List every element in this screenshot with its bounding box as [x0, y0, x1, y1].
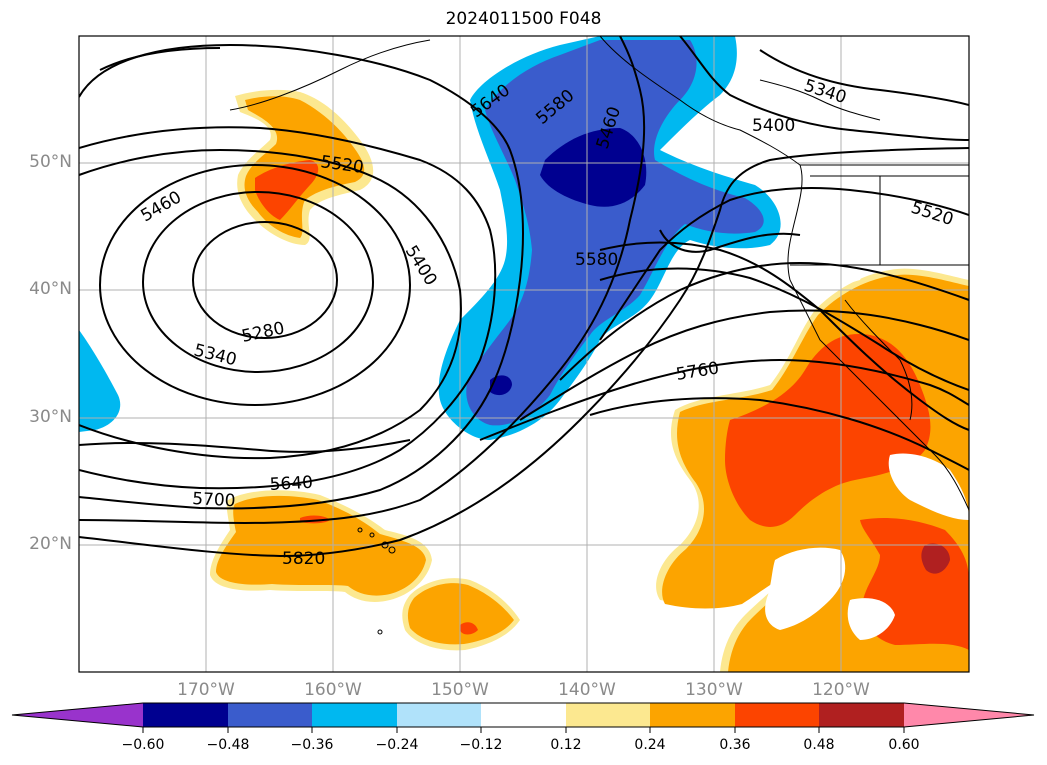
height-contours	[79, 36, 969, 558]
negative-region-outer-west	[79, 330, 121, 432]
colorbar-segment	[566, 703, 650, 727]
colorbar	[11, 702, 1035, 733]
colorbar-segment	[143, 703, 228, 727]
lat-label-30n: 30°N	[29, 407, 72, 427]
map-title: 2024011500 F048	[445, 9, 602, 29]
colorbar-tick-label: 0.24	[634, 737, 666, 753]
lat-label-20n: 20°N	[29, 534, 72, 554]
clear-region-east-1	[765, 547, 846, 630]
map-frame	[78, 35, 970, 673]
contour-label: 5820	[282, 549, 325, 569]
colorbar-segment	[735, 703, 819, 727]
colorbar-tick-label: −0.36	[290, 737, 334, 753]
lon-label-120w: 120°W	[812, 680, 870, 700]
colorbar-segment	[481, 703, 566, 727]
lon-label-150w: 150°W	[431, 680, 489, 700]
coastlines	[229, 36, 969, 635]
colorbar-tick-label: −0.48	[206, 737, 250, 753]
colorbar-tick-label: −0.12	[459, 737, 503, 753]
clear-region-east-2	[847, 598, 895, 640]
colorbar-segment	[228, 703, 312, 727]
colorbar-tick-label: −0.24	[375, 737, 419, 753]
contour-label: 5640	[269, 473, 313, 495]
positive-region-east-mid	[725, 334, 931, 527]
colorbar-segment	[819, 703, 904, 727]
positive-region-aleutian-core	[255, 160, 319, 220]
clear-region-east-3	[888, 453, 969, 520]
contour-label: 5580	[575, 250, 618, 270]
colorbar-segment	[650, 703, 735, 727]
colorbar-extend-low	[12, 703, 143, 727]
colorbar-tick-label: 0.60	[888, 737, 920, 753]
lat-label-50n: 50°N	[29, 152, 72, 172]
lon-label-160w: 160°W	[304, 680, 362, 700]
lat-label-40n: 40°N	[29, 279, 72, 299]
colorbar-tick-label: 0.36	[719, 737, 751, 753]
colorbar-tick-label: 0.12	[550, 737, 582, 753]
positive-region-south-core	[460, 622, 478, 635]
lon-label-130w: 130°W	[685, 680, 743, 700]
negative-region-mid	[466, 40, 764, 426]
colorbar-tick-label: −0.60	[121, 737, 165, 753]
positive-region-south-inner	[407, 583, 514, 645]
contour-label: 5700	[192, 489, 236, 511]
colorbar-segment	[312, 703, 397, 727]
lon-label-140w: 140°W	[558, 680, 616, 700]
positive-region-east-core	[921, 543, 950, 574]
lon-label-170w: 170°W	[177, 680, 235, 700]
negative-region-core	[540, 128, 647, 207]
clear-region-north	[815, 264, 865, 284]
positive-region-hawaii	[216, 495, 426, 596]
contour-label: 5400	[752, 116, 795, 136]
colorbar-tick-label: 0.48	[803, 737, 835, 753]
colorbar-extend-high	[904, 703, 1034, 727]
colorbar-segment	[397, 703, 481, 727]
